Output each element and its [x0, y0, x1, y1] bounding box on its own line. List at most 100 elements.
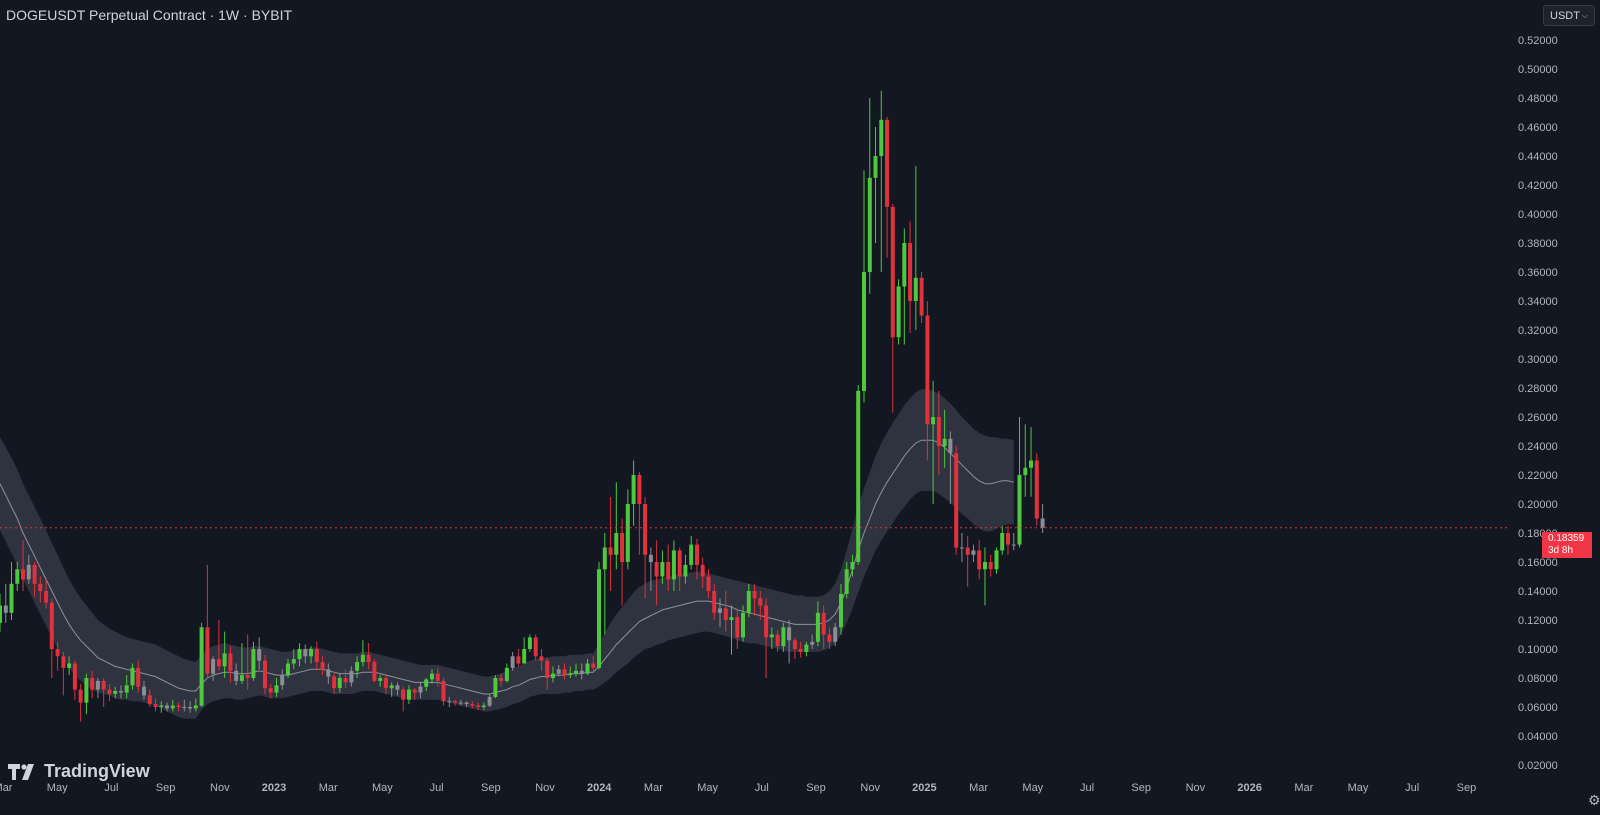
gear-icon[interactable]: ⚙ [1588, 792, 1600, 808]
candle [303, 644, 308, 664]
year-tick-label: 2023 [262, 782, 286, 794]
candle [574, 663, 578, 677]
candle-body [758, 598, 763, 606]
candle-body [931, 417, 936, 425]
candle [833, 622, 838, 647]
price-tick-label: 0.28000 [1518, 383, 1558, 395]
candle [539, 649, 544, 671]
candle [792, 637, 797, 660]
candle-body [660, 562, 665, 577]
candle-body [942, 438, 947, 447]
candle-body [1000, 533, 1005, 551]
candle-body [620, 533, 625, 562]
candle [257, 637, 262, 670]
candle-body [170, 705, 175, 709]
candle-body [130, 667, 135, 686]
price-tick-label: 0.14000 [1518, 586, 1558, 598]
candle-body [366, 654, 371, 663]
tradingview-logo[interactable]: TradingView [8, 761, 150, 782]
candle-body [395, 685, 400, 690]
candle-body [44, 591, 49, 603]
candle [383, 673, 388, 694]
candle [228, 646, 233, 683]
candle-body [268, 688, 273, 693]
month-tick-label: May [1348, 782, 1369, 794]
candle-body [959, 547, 964, 549]
month-tick-label: Nov [210, 782, 230, 794]
price-axis[interactable]: 0.52000 0.50000 0.48000 0.46000 0.44000 0.420… [1518, 35, 1558, 772]
candle-body [551, 673, 555, 678]
candle [274, 678, 279, 697]
candle-body [718, 608, 722, 613]
candle [602, 533, 607, 635]
candle-body [608, 547, 613, 555]
candle [464, 701, 469, 707]
candle [113, 686, 118, 699]
candle-body [326, 669, 331, 677]
candle-body [21, 569, 25, 580]
candle [418, 682, 423, 699]
candle [401, 686, 406, 712]
candle-body [251, 649, 256, 678]
candle [165, 702, 169, 712]
candle [234, 663, 239, 686]
candle [948, 431, 953, 504]
candle-body [3, 605, 8, 613]
candle [959, 533, 964, 562]
candle [533, 634, 538, 661]
candle-countdown: 3d 8h [1548, 545, 1574, 556]
candle [994, 547, 999, 574]
candle [44, 579, 49, 609]
month-tick-label: May [372, 782, 393, 794]
candle [810, 634, 815, 649]
candle-body [1029, 460, 1033, 468]
candle [1011, 533, 1016, 551]
candle [332, 672, 337, 694]
candle [787, 620, 792, 664]
candle-body [839, 593, 843, 628]
month-tick-label: May [1022, 782, 1043, 794]
candle [666, 544, 671, 591]
candle [0, 593, 2, 632]
candle-body [677, 550, 682, 577]
candle-body [430, 673, 434, 680]
candle-body [458, 702, 463, 704]
candle-body [712, 591, 717, 613]
time-axis[interactable]: Mar May Jul Sep Nov 2023 Mar May Jul Sep Nov 2024 Ma… [0, 782, 1476, 794]
candle [493, 675, 498, 699]
candle [527, 634, 532, 652]
candle-body [78, 689, 83, 703]
month-tick-label: Nov [860, 782, 880, 794]
candle [32, 562, 37, 597]
candlestick-series [0, 90, 1045, 722]
candle [170, 699, 175, 712]
price-tick-label: 0.36000 [1518, 267, 1558, 279]
candle [424, 678, 429, 691]
candle [654, 540, 659, 606]
candle [908, 221, 913, 333]
candle-body [193, 705, 198, 709]
currency-label: USDT [1550, 9, 1580, 22]
candle [775, 630, 780, 652]
price-tick-label: 0.50000 [1518, 64, 1558, 76]
candle-body [574, 670, 578, 674]
currency-selector[interactable]: USDT ⌵ [1543, 5, 1595, 26]
candle-body [205, 627, 210, 674]
candle-body [418, 686, 423, 693]
candle [309, 646, 313, 664]
candle-body [464, 702, 469, 705]
candle-body [1006, 533, 1010, 545]
candle [625, 489, 630, 570]
candle [291, 649, 296, 670]
candle [389, 682, 394, 697]
price-tick-label: 0.06000 [1518, 702, 1558, 714]
candle-body [67, 663, 72, 668]
candle [695, 538, 699, 580]
candle-body [625, 504, 630, 562]
candle-body [389, 685, 394, 689]
candle [936, 390, 941, 475]
candle-body [470, 704, 475, 706]
candle [671, 540, 676, 591]
candle [522, 637, 527, 664]
